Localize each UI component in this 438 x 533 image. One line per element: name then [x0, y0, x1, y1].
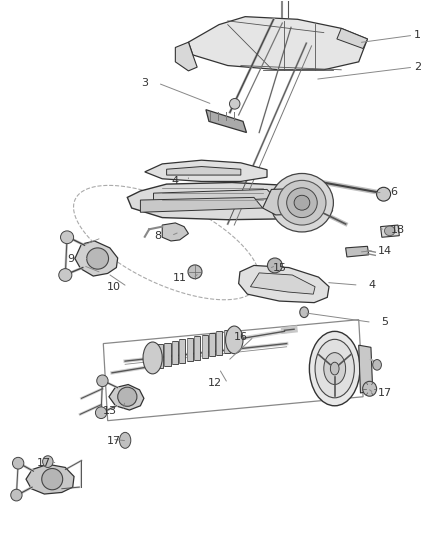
Text: 12: 12 [208, 378, 222, 389]
Text: 8: 8 [154, 231, 162, 241]
Text: 2: 2 [414, 62, 421, 72]
Text: 11: 11 [173, 273, 187, 283]
Polygon shape [166, 166, 241, 175]
Ellipse shape [97, 375, 108, 386]
Polygon shape [75, 241, 118, 276]
Polygon shape [127, 182, 332, 220]
Polygon shape [164, 343, 170, 366]
Polygon shape [206, 110, 247, 133]
Polygon shape [162, 223, 188, 241]
Ellipse shape [278, 180, 326, 225]
Text: 16: 16 [234, 332, 248, 342]
Polygon shape [179, 340, 185, 363]
Text: 3: 3 [141, 78, 148, 88]
Ellipse shape [324, 353, 346, 384]
Polygon shape [153, 189, 276, 204]
Ellipse shape [287, 188, 317, 217]
Polygon shape [263, 188, 324, 215]
Polygon shape [157, 344, 163, 368]
Text: 5: 5 [381, 317, 389, 327]
Polygon shape [201, 335, 208, 358]
Ellipse shape [11, 489, 22, 501]
Polygon shape [188, 17, 367, 70]
Ellipse shape [271, 173, 333, 232]
Ellipse shape [118, 387, 137, 406]
Polygon shape [26, 464, 74, 494]
Polygon shape [239, 265, 329, 303]
Polygon shape [175, 42, 197, 71]
Polygon shape [337, 28, 367, 49]
Polygon shape [145, 160, 267, 181]
Ellipse shape [226, 326, 243, 354]
Ellipse shape [42, 456, 53, 467]
Ellipse shape [42, 469, 63, 490]
Ellipse shape [143, 342, 162, 374]
Polygon shape [381, 225, 399, 237]
Text: 6: 6 [390, 187, 397, 197]
Polygon shape [216, 332, 223, 355]
Ellipse shape [120, 432, 131, 448]
Ellipse shape [309, 332, 360, 406]
Ellipse shape [315, 340, 354, 398]
Text: 18: 18 [391, 225, 405, 236]
Polygon shape [251, 273, 315, 294]
Polygon shape [172, 341, 178, 365]
Ellipse shape [188, 265, 202, 279]
Text: 4: 4 [368, 280, 375, 290]
Ellipse shape [377, 187, 391, 201]
Polygon shape [109, 384, 144, 410]
Text: 17: 17 [37, 458, 51, 468]
Text: 17: 17 [107, 436, 121, 446]
Polygon shape [359, 345, 373, 393]
Text: 9: 9 [67, 254, 74, 263]
Polygon shape [209, 333, 215, 357]
Ellipse shape [59, 269, 72, 281]
Ellipse shape [12, 457, 24, 469]
Ellipse shape [300, 307, 308, 318]
Text: 4: 4 [172, 176, 179, 187]
Ellipse shape [373, 360, 381, 370]
Ellipse shape [87, 248, 109, 269]
Polygon shape [141, 197, 263, 212]
Ellipse shape [385, 226, 395, 236]
Polygon shape [224, 330, 230, 353]
Polygon shape [187, 338, 193, 361]
Text: 14: 14 [378, 246, 392, 255]
Ellipse shape [268, 258, 283, 273]
Ellipse shape [294, 195, 310, 210]
Text: 15: 15 [273, 263, 287, 272]
Ellipse shape [363, 381, 377, 396]
Ellipse shape [60, 231, 74, 244]
Polygon shape [194, 336, 200, 360]
Polygon shape [346, 246, 369, 257]
Ellipse shape [230, 99, 240, 109]
Text: 1: 1 [414, 30, 421, 41]
Ellipse shape [330, 362, 339, 375]
Text: 13: 13 [103, 406, 117, 416]
Ellipse shape [95, 407, 107, 418]
Text: 10: 10 [107, 282, 121, 292]
Text: 17: 17 [378, 388, 392, 398]
